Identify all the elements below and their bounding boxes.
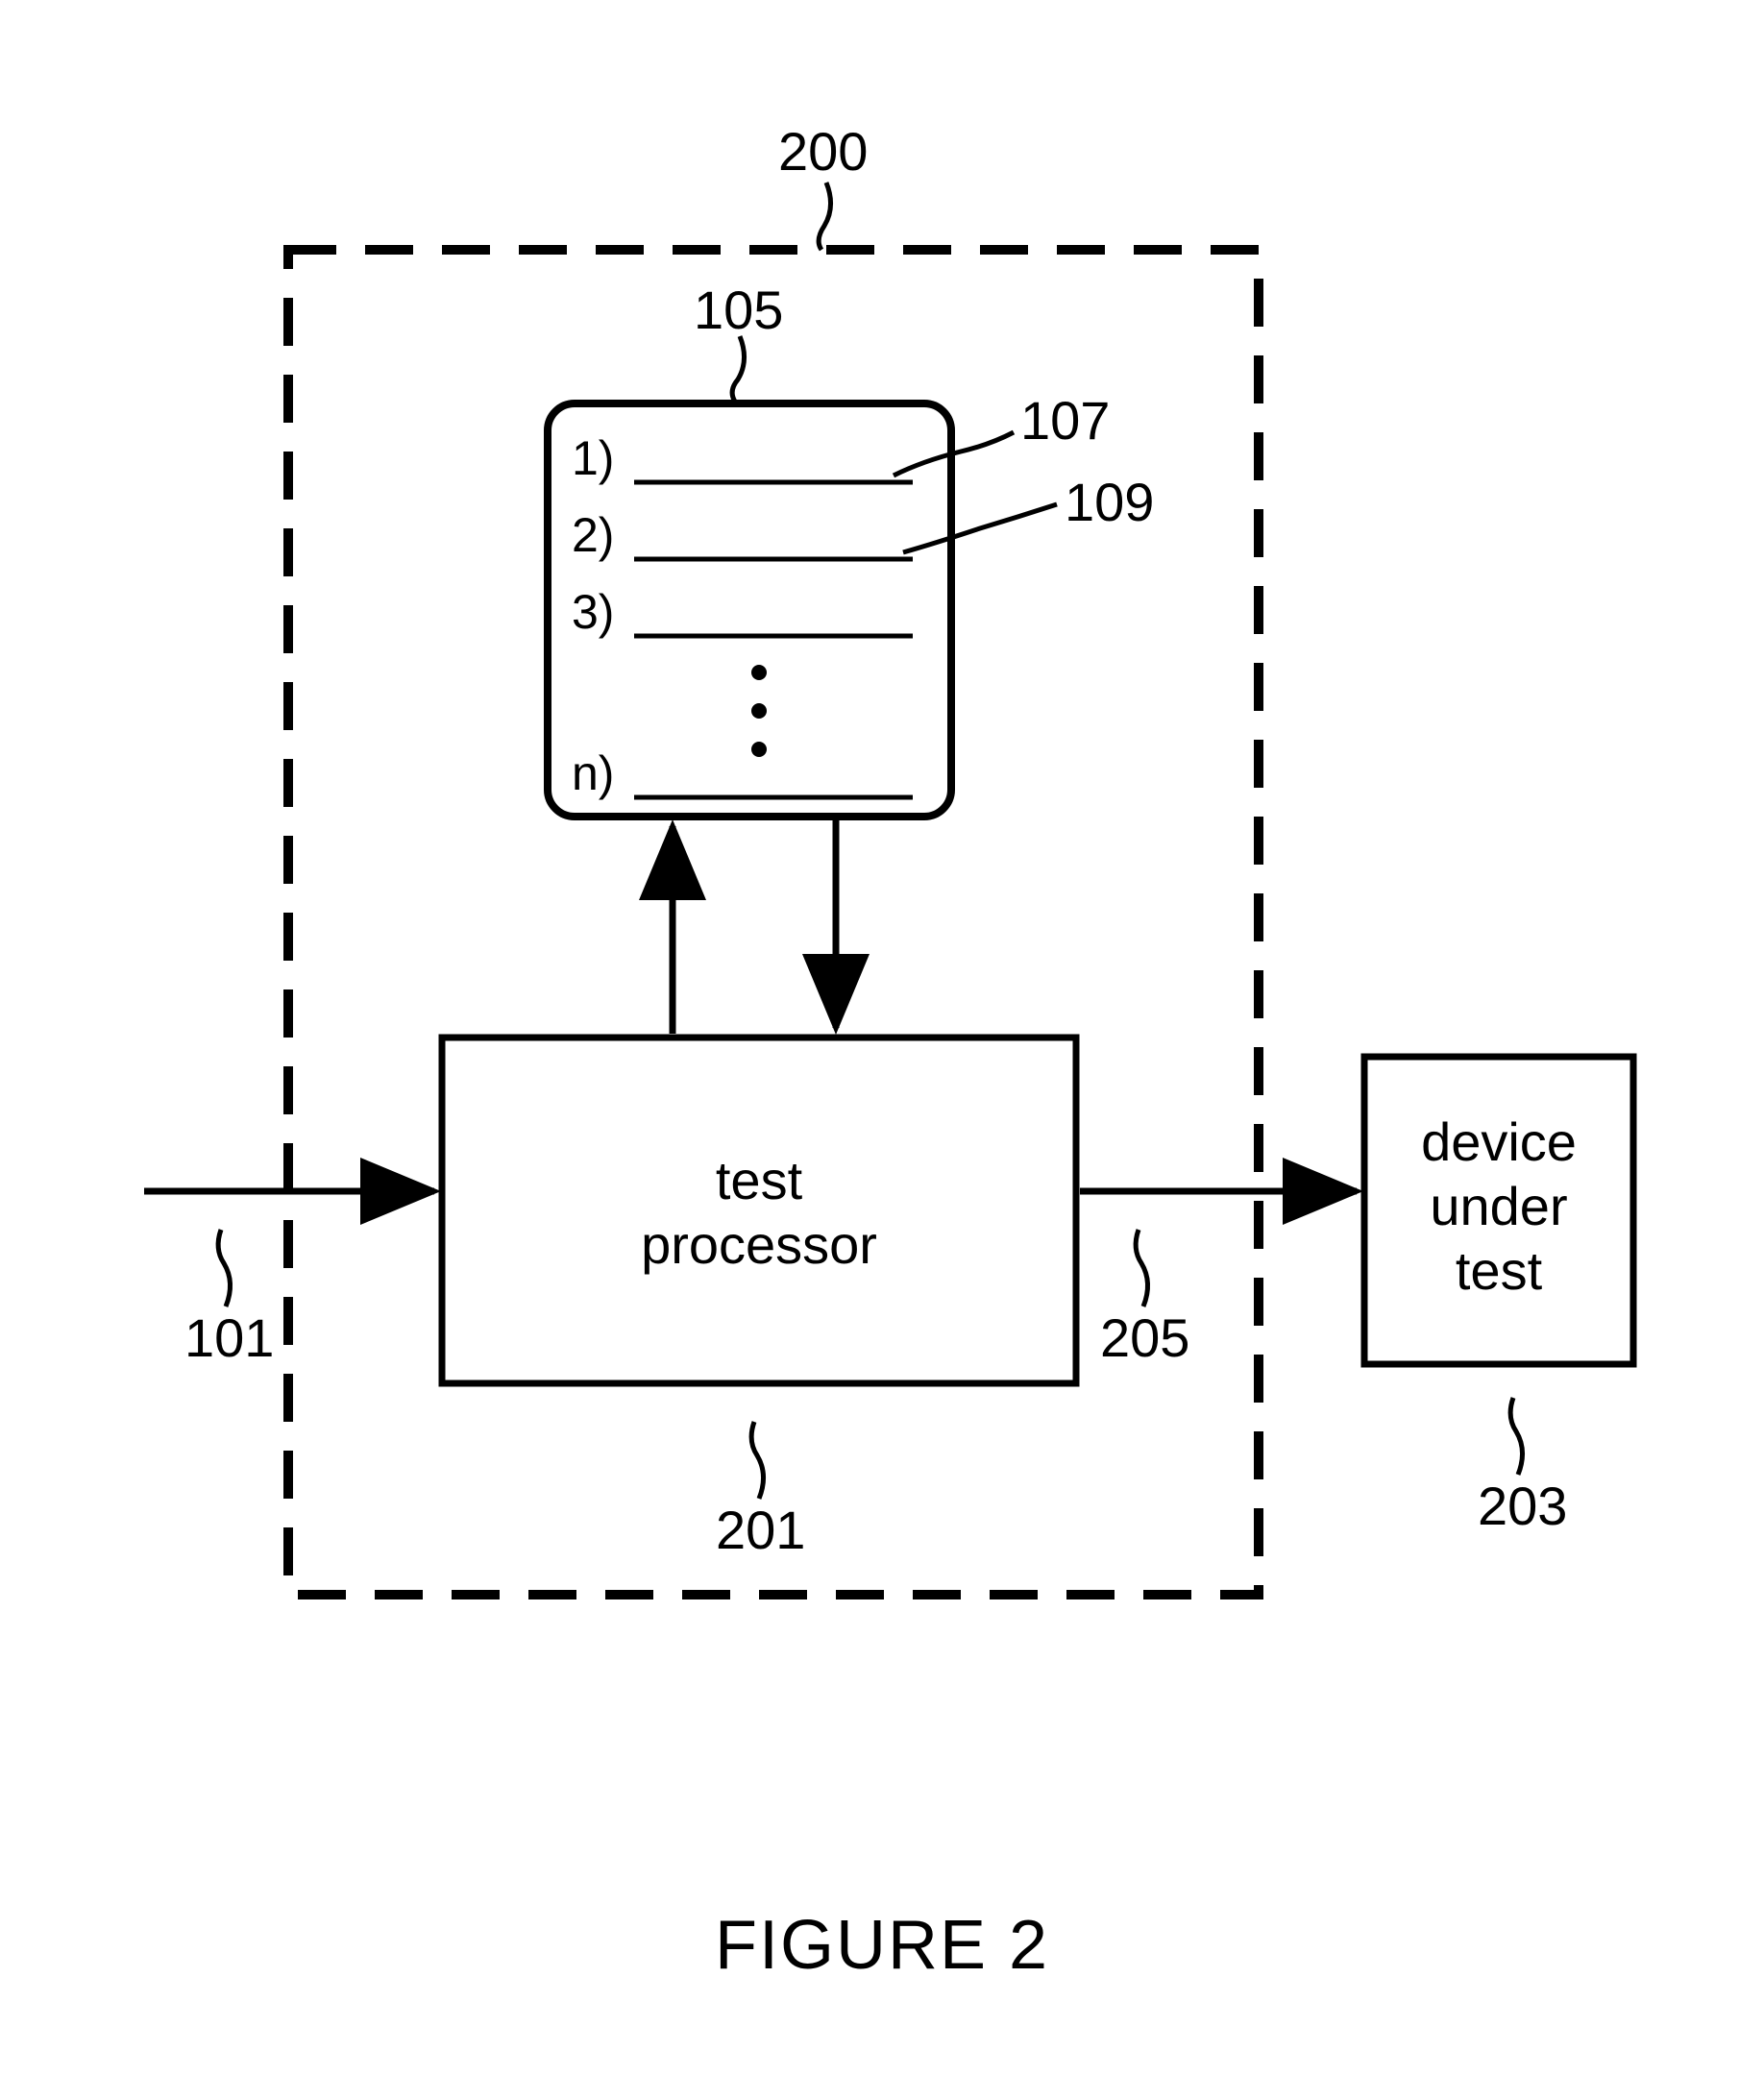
leader-105 <box>732 336 744 402</box>
figure-title: FIGURE 2 <box>715 1906 1049 1985</box>
diagram-svg <box>0 0 1764 2100</box>
ref-200: 200 <box>778 120 868 183</box>
dot-1 <box>751 665 767 680</box>
test-processor-label: test processor <box>442 1148 1076 1277</box>
ref-105: 105 <box>694 279 783 341</box>
diagram-container: 200 105 107 109 101 201 205 203 1) 2) 3)… <box>0 0 1764 2100</box>
ref-205: 205 <box>1100 1306 1189 1369</box>
boundary-box <box>288 250 1259 1595</box>
leader-109 <box>903 504 1057 552</box>
leader-201 <box>751 1422 763 1499</box>
ref-101: 101 <box>184 1306 274 1369</box>
dot-2 <box>751 703 767 719</box>
dut-label: device under test <box>1364 1110 1633 1304</box>
ref-201: 201 <box>716 1499 805 1561</box>
ref-109: 109 <box>1065 471 1154 533</box>
list-item-1: 1) <box>572 430 614 486</box>
leader-203 <box>1510 1398 1522 1475</box>
ref-203: 203 <box>1478 1475 1567 1537</box>
dut-line1: device <box>1421 1111 1577 1172</box>
dot-3 <box>751 742 767 757</box>
list-item-2: 2) <box>572 507 614 563</box>
leader-101 <box>218 1230 230 1306</box>
leader-205 <box>1136 1230 1147 1306</box>
dut-line3: test <box>1456 1240 1542 1301</box>
leader-200 <box>819 183 830 250</box>
list-item-3: 3) <box>572 584 614 640</box>
test-processor-line1: test <box>716 1150 802 1210</box>
ref-107: 107 <box>1020 389 1110 452</box>
test-processor-line2: processor <box>641 1214 877 1275</box>
dut-line2: under <box>1430 1176 1567 1236</box>
list-item-n: n) <box>572 745 614 801</box>
